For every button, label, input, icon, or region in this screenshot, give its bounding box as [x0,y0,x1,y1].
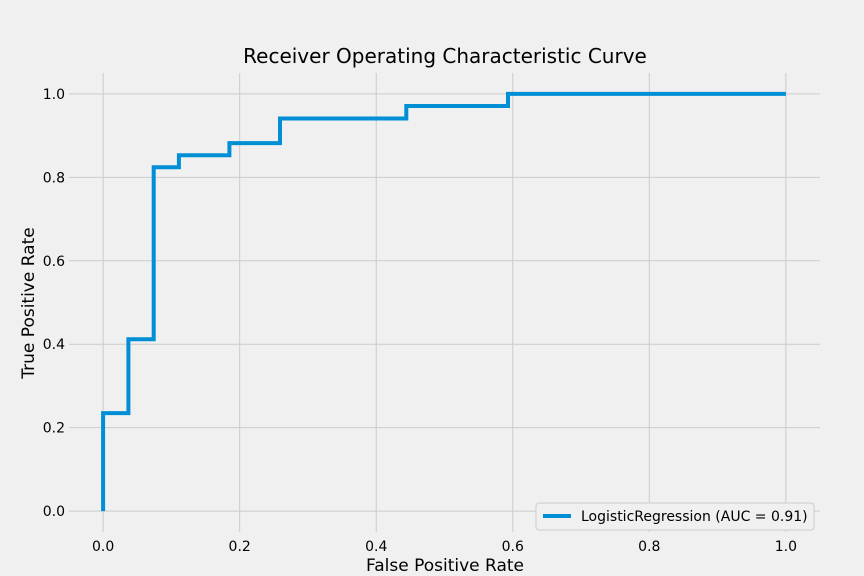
y-tick-label: 0.4 [43,337,65,353]
plot-area [101,91,786,512]
x-tick-label: 0.0 [92,539,114,555]
grid-lines [69,73,820,532]
x-tick-label: 0.6 [502,539,524,555]
x-tick-labels: 0.0 0.2 0.4 0.6 0.8 1.0 [92,539,797,555]
x-tick-label: 1.0 [775,539,797,555]
y-axis-label: True Positive Rate [19,227,39,379]
chart-title: Receiver Operating Characteristic Curve [243,44,647,68]
y-tick-label: 1.0 [43,87,65,103]
y-tick-label: 0.2 [43,421,65,437]
legend-label: LogisticRegression (AUC = 0.91) [581,509,808,525]
legend: LogisticRegression (AUC = 0.91) [535,502,815,531]
y-tick-label: 0.6 [43,254,65,270]
x-axis-label: False Positive Rate [366,556,524,576]
x-tick-label: 0.4 [365,539,387,555]
y-tick-label: 0.8 [43,170,65,186]
legend-box [535,502,815,531]
roc-curve-line [101,91,786,512]
x-tick-label: 0.2 [229,539,251,555]
y-tick-label: 0.0 [43,504,65,520]
x-tick-label: 0.8 [638,539,660,555]
y-tick-labels: 0.0 0.2 0.4 0.6 0.8 1.0 [43,87,65,520]
